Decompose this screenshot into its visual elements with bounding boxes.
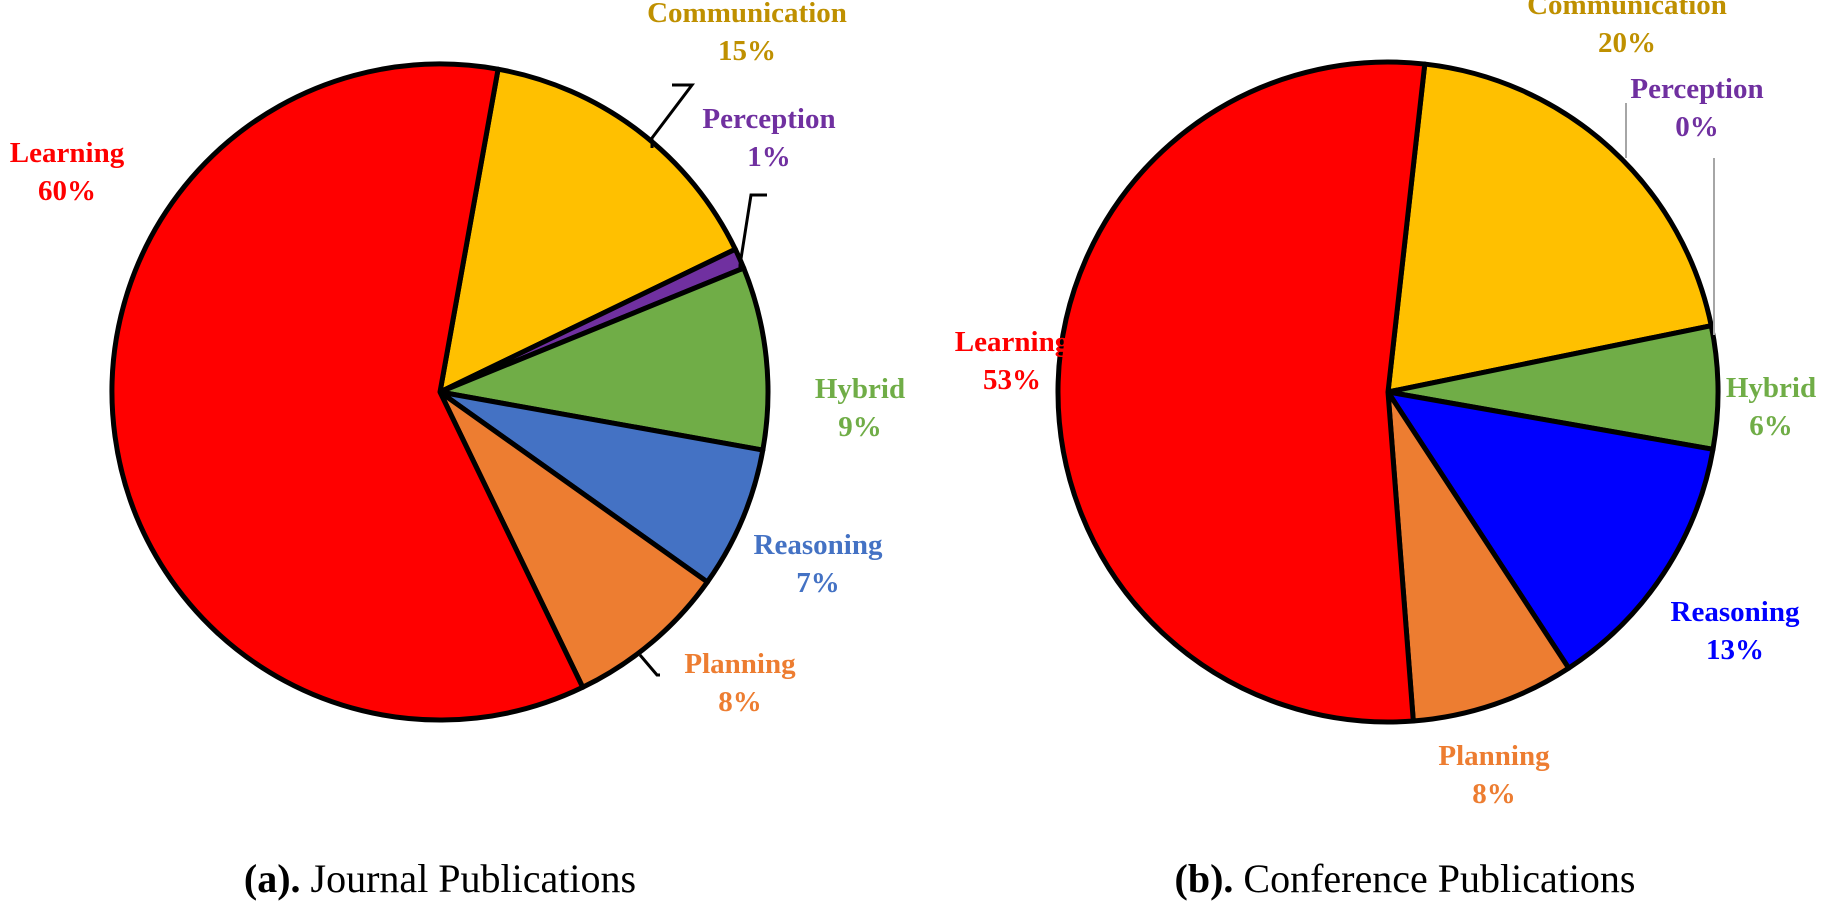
conference-label-planning-category: Planning xyxy=(1438,740,1550,772)
journal-slice-planning xyxy=(437,389,710,690)
journal-leader-line-planning xyxy=(638,654,660,677)
journal-label-hybrid: Hybrid 9% xyxy=(815,373,905,443)
journal-label-perception-category: Perception xyxy=(702,103,835,135)
conference-label-learning-percent: 53% xyxy=(983,364,1041,396)
journal-label-planning: Planning 8% xyxy=(684,648,796,718)
conference-label-reasoning-category: Reasoning xyxy=(1671,596,1800,628)
journal-label-communication-percent: 15% xyxy=(718,35,776,67)
conference-label-learning: Learning 53% xyxy=(955,326,1070,396)
conference-label-communication-percent: 20% xyxy=(1598,27,1656,59)
conference-publications-pie-chart: Communication 20% Perception 0% Hybrid 6% Reas… xyxy=(955,0,1816,810)
conference-label-hybrid: Hybrid 6% xyxy=(1726,372,1816,442)
journal-slice-communication xyxy=(437,66,738,395)
conference-label-planning: Planning 8% xyxy=(1438,740,1550,810)
caption-journal-publications: (a). Journal Publications xyxy=(244,856,636,901)
journal-label-learning-category: Learning xyxy=(10,137,125,169)
journal-label-reasoning-percent: 7% xyxy=(796,567,840,599)
caption-conference-publications: (b). Conference Publications xyxy=(1175,856,1636,901)
journal-label-communication: Communication 15% xyxy=(647,0,847,67)
caption-conference-text: Conference Publications xyxy=(1233,856,1635,901)
conference-label-communication-category: Communication xyxy=(1527,0,1727,21)
caption-conference-prefix: (b). xyxy=(1175,856,1234,901)
conference-label-reasoning: Reasoning 13% xyxy=(1671,596,1800,666)
journal-label-learning-percent: 60% xyxy=(38,175,96,207)
journal-publications-pie-chart: Communication 15% Perception 1% Hybrid 9% Reas… xyxy=(10,0,905,723)
conference-label-perception: Perception 0% xyxy=(1630,73,1763,143)
journal-leader-line-communication xyxy=(650,83,696,148)
journal-slice-learning xyxy=(109,61,586,723)
conference-slice-learning xyxy=(1055,59,1428,725)
conference-label-reasoning-percent: 13% xyxy=(1706,634,1764,666)
conference-label-perception-category: Perception xyxy=(1630,73,1763,105)
caption-journal-prefix: (a). xyxy=(244,856,301,901)
journal-label-learning: Learning 60% xyxy=(10,137,125,207)
conference-slice-planning xyxy=(1385,389,1572,724)
conference-label-perception-percent: 0% xyxy=(1675,111,1719,143)
journal-label-reasoning: Reasoning 7% xyxy=(754,529,883,599)
conference-label-hybrid-category: Hybrid xyxy=(1726,372,1816,404)
journal-leader-line-perception xyxy=(738,193,767,272)
journal-label-planning-category: Planning xyxy=(684,648,796,680)
journal-label-perception-percent: 1% xyxy=(747,141,791,173)
conference-label-planning-percent: 8% xyxy=(1472,778,1516,810)
conference-label-communication: Communication 20% xyxy=(1527,0,1727,59)
journal-slice-reasoning xyxy=(437,389,766,585)
journal-label-hybrid-category: Hybrid xyxy=(815,373,905,405)
conference-slice-communication xyxy=(1385,61,1714,395)
journal-label-reasoning-category: Reasoning xyxy=(754,529,883,561)
conference-label-learning-category: Learning xyxy=(955,326,1070,358)
journal-label-perception: Perception 1% xyxy=(702,103,835,173)
conference-label-hybrid-percent: 6% xyxy=(1749,410,1793,442)
caption-journal-text: Journal Publications xyxy=(301,856,637,901)
conference-slice-reasoning xyxy=(1385,389,1716,671)
journal-label-hybrid-percent: 9% xyxy=(838,411,882,443)
journal-label-communication-category: Communication xyxy=(647,0,847,29)
journal-label-planning-percent: 8% xyxy=(718,686,762,718)
